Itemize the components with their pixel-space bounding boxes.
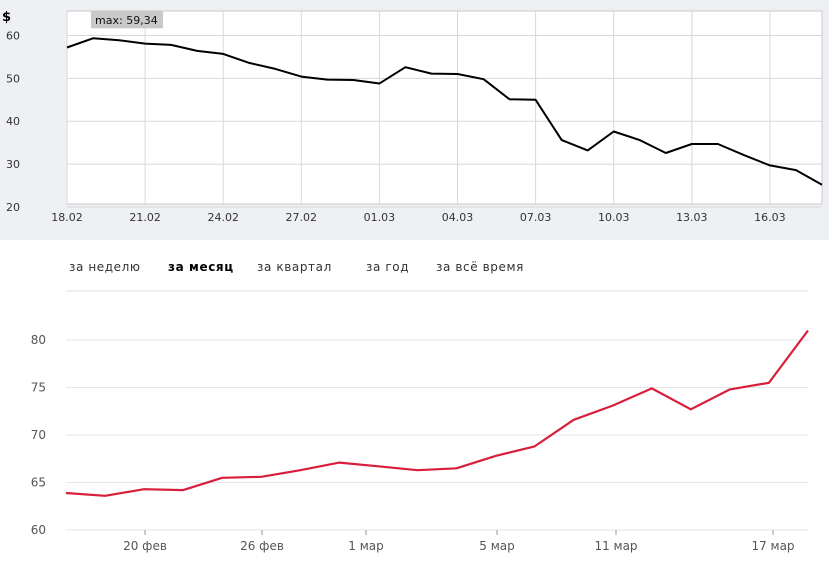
x-tick-label: 01.03	[364, 211, 396, 224]
data-point	[415, 468, 420, 473]
data-point	[741, 153, 746, 158]
data-point	[688, 407, 693, 412]
data-point	[533, 97, 538, 102]
max-annotation-label: max: 59,34	[95, 14, 158, 27]
data-point	[64, 490, 69, 495]
data-point	[403, 65, 408, 70]
data-point	[142, 487, 147, 492]
tab-week[interactable]: за неделю	[69, 260, 141, 274]
data-point	[507, 97, 512, 102]
y-tick-label: 40	[6, 115, 20, 128]
data-point	[299, 74, 304, 79]
x-tick-label: 18.02	[51, 211, 83, 224]
y-tick-label: 20	[6, 201, 20, 214]
x-tick-label: 16.03	[754, 211, 786, 224]
y-axis-label: $	[2, 10, 11, 25]
data-point	[820, 182, 825, 187]
x-tick-label: 27.02	[286, 211, 318, 224]
data-point	[247, 60, 252, 65]
data-point	[715, 141, 720, 146]
data-point	[454, 466, 459, 471]
data-point	[611, 129, 616, 134]
price-series-line	[66, 37, 823, 186]
data-point	[767, 163, 772, 168]
y-tick-label: 80	[31, 333, 46, 347]
x-tick-label: 17 мар	[751, 539, 794, 553]
y-tick-label: 65	[31, 476, 46, 490]
tab-quarter[interactable]: за квартал	[257, 260, 332, 274]
y-tick-label: 60	[31, 523, 46, 537]
data-point	[532, 444, 537, 449]
top-price-chart: 20 30 40 50 60 18.02 21.02 24.02 27.02 01.03 04.03…	[2, 10, 825, 224]
data-point	[325, 77, 330, 82]
data-point	[65, 45, 70, 50]
data-point	[727, 387, 732, 392]
data-point	[117, 38, 122, 43]
x-tick-label: 10.03	[598, 211, 630, 224]
data-point	[351, 78, 356, 83]
data-point	[481, 77, 486, 82]
y-tick-label: 30	[6, 158, 20, 171]
data-point	[610, 403, 615, 408]
x-tick-label: 07.03	[520, 211, 552, 224]
data-point	[376, 464, 381, 469]
data-point	[455, 72, 460, 77]
x-tick-label: 13.03	[676, 211, 708, 224]
data-point	[169, 42, 174, 47]
x-tick-label: 26 фев	[240, 539, 284, 553]
tab-month[interactable]: за месяц	[168, 260, 234, 274]
data-point	[793, 168, 798, 173]
x-tick-label: 21.02	[129, 211, 161, 224]
x-tick-label: 20 фев	[123, 539, 167, 553]
data-point	[377, 81, 382, 86]
data-point	[649, 386, 654, 391]
bottom-rate-chart: 60 65 70 75 80 20 фев 26 фев 1 мар 5 мар 11 мар 17…	[31, 290, 811, 553]
data-point	[220, 475, 225, 480]
data-point	[298, 468, 303, 473]
x-tick-label: 04.03	[442, 211, 474, 224]
data-point	[806, 328, 811, 333]
x-tick-label: 24.02	[207, 211, 239, 224]
rate-series-line	[65, 329, 809, 497]
data-point	[585, 148, 590, 153]
tab-all-time[interactable]: за всё время	[436, 260, 524, 274]
x-tick-label: 5 мар	[479, 539, 514, 553]
y-tick-label: 75	[31, 381, 46, 395]
data-point	[181, 488, 186, 493]
x-tick-label: 11 мар	[594, 539, 637, 553]
data-point	[103, 493, 108, 498]
tab-year[interactable]: за год	[366, 260, 410, 274]
data-point	[221, 51, 226, 56]
y-tick-label: 60	[6, 29, 20, 42]
data-point	[663, 150, 668, 155]
range-tabs: за неделю за месяц за квартал за год за …	[0, 258, 829, 278]
data-point	[273, 66, 278, 71]
max-annotation-box	[91, 11, 164, 29]
data-point	[91, 36, 96, 41]
data-point	[195, 48, 200, 53]
data-point	[259, 474, 264, 479]
data-point	[143, 41, 148, 46]
data-point	[337, 460, 342, 465]
data-point	[429, 71, 434, 76]
data-point	[637, 138, 642, 143]
x-tick-label: 1 мар	[348, 539, 383, 553]
data-point	[559, 138, 564, 143]
data-point	[571, 417, 576, 422]
data-point	[766, 380, 771, 385]
y-tick-label: 70	[31, 428, 46, 442]
plot-area	[66, 10, 823, 205]
data-point	[689, 141, 694, 146]
y-tick-label: 50	[6, 72, 20, 85]
data-point	[493, 453, 498, 458]
